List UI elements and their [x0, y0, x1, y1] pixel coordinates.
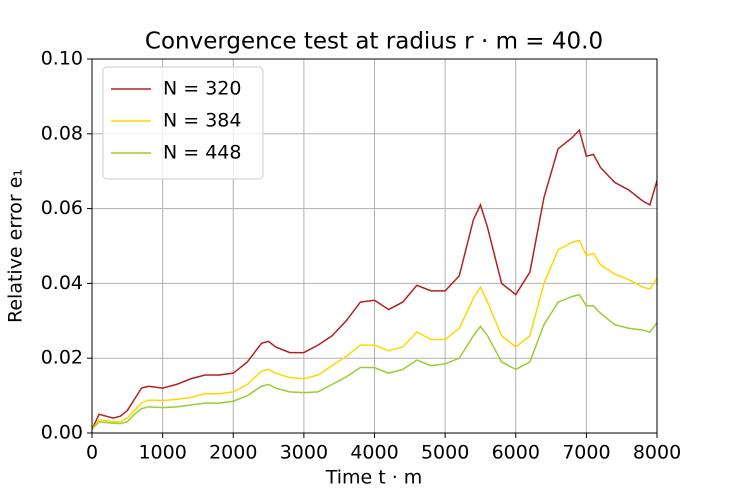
x-tick-label: 2000 — [209, 442, 257, 464]
x-tick-label: 4000 — [350, 442, 398, 464]
y-tick-label: 0.06 — [41, 197, 83, 219]
x-tick-label: 0 — [86, 442, 98, 464]
y-tick-label: 0.02 — [41, 347, 83, 369]
x-tick-label: 5000 — [421, 442, 469, 464]
legend-label: N = 320 — [163, 78, 241, 100]
x-tick-label: 6000 — [492, 442, 540, 464]
legend-box — [102, 66, 264, 180]
plot-frame — [91, 58, 658, 434]
y-tick-label: 0.00 — [41, 422, 83, 444]
chart-title: Convergence test at radius r · m = 40.0 — [145, 29, 603, 55]
y-tick-label: 0.04 — [41, 272, 83, 294]
series-line — [91, 128, 658, 430]
x-axis-label: Time t · m — [325, 467, 423, 488]
series-line — [91, 239, 658, 430]
series-line — [91, 293, 658, 430]
x-tick-label: 8000 — [633, 442, 681, 464]
legend-label: N = 384 — [163, 110, 241, 132]
x-tick-label: 7000 — [562, 442, 610, 464]
x-tick-label: 3000 — [280, 442, 328, 464]
x-tick-label: 1000 — [138, 442, 186, 464]
y-axis-label: Relative error e₁ — [5, 169, 27, 323]
y-tick-label: 0.08 — [41, 122, 83, 144]
y-tick-label: 0.10 — [41, 48, 83, 70]
legend-label: N = 448 — [163, 142, 241, 164]
